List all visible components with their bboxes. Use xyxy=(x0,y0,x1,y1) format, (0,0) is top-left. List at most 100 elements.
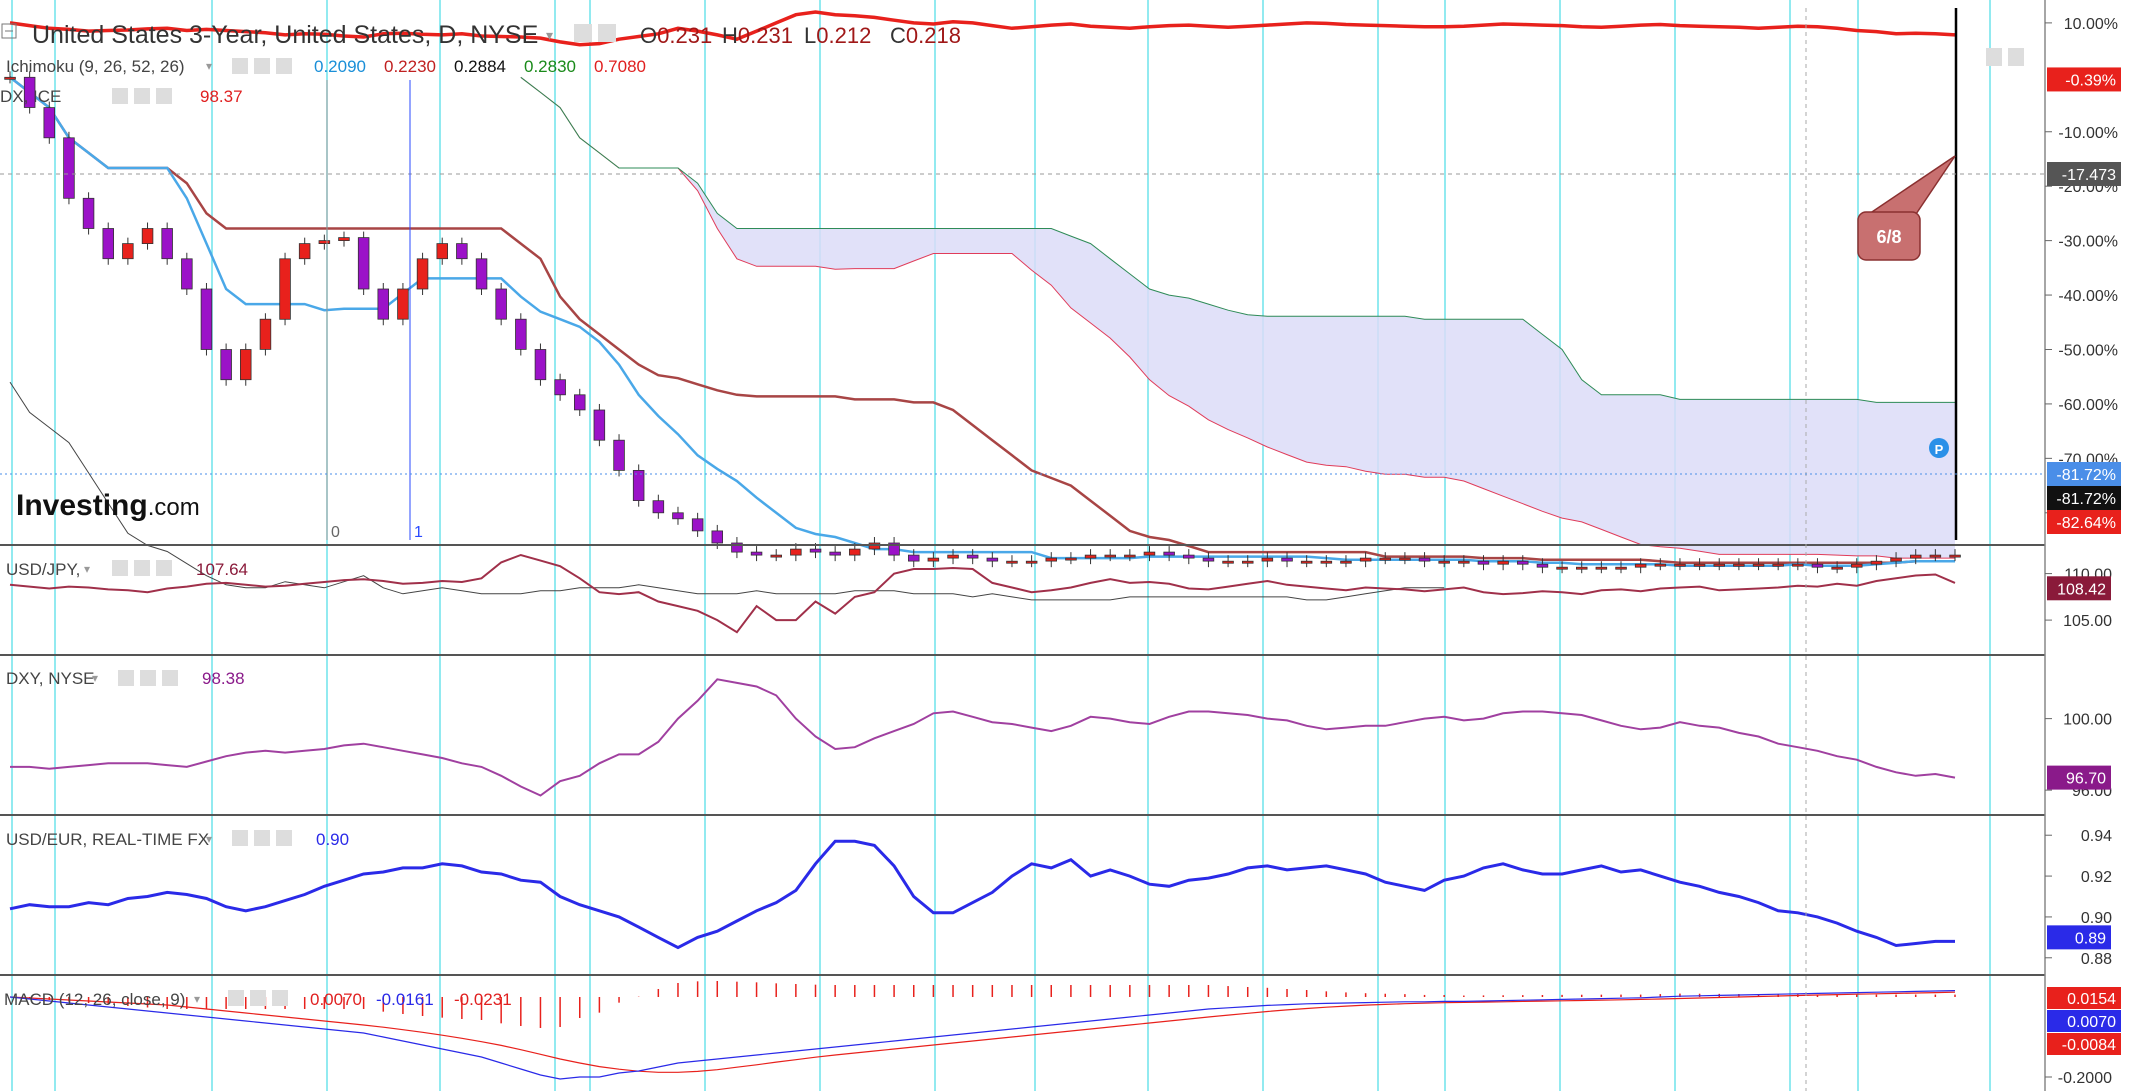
candle-48 xyxy=(947,554,959,559)
open-label: O xyxy=(640,23,657,48)
candle-57 xyxy=(1124,554,1136,558)
main-price-badges: -0.39% -17.473 -81.72% -81.72% -82.64% xyxy=(0,67,2121,534)
price-badge-red: -82.64% xyxy=(2056,515,2116,532)
candle-96 xyxy=(1890,557,1902,562)
p-marker[interactable] xyxy=(1929,438,1949,458)
macd-badge-bg-2 xyxy=(2047,1033,2121,1055)
jpy-settings-icon[interactable] xyxy=(134,560,150,576)
macd-badge-bg-1 xyxy=(2047,1010,2121,1032)
scroll-up-icon[interactable] xyxy=(1986,48,2002,66)
dx-badge-bg xyxy=(2047,67,2121,92)
candle-98 xyxy=(1929,554,1942,558)
jpy-pane-tick-label-1: 105.00 xyxy=(2063,613,2112,630)
candle-4 xyxy=(82,197,95,229)
candle-69 xyxy=(1359,557,1372,562)
dxy-value: 98.38 xyxy=(202,669,245,688)
jpy-visibility-icon[interactable] xyxy=(112,560,128,576)
candle-86 xyxy=(1693,563,1706,567)
eur-value: 0.90 xyxy=(316,830,349,849)
eur-settings-icon[interactable] xyxy=(254,830,270,846)
main-tick-label-6: -60.00% xyxy=(2058,397,2118,414)
ichimoku-visibility-icon[interactable] xyxy=(232,58,248,74)
eur-pane-tick-label-3: 0.88 xyxy=(2081,951,2112,968)
dx-label: DX, ICE xyxy=(0,87,61,106)
candle-19 xyxy=(377,288,389,320)
candle-55 xyxy=(1084,554,1097,559)
ichimoku-settings-icon[interactable] xyxy=(254,58,270,74)
eur-visibility-icon[interactable] xyxy=(232,830,248,846)
macd-dropdown-icon[interactable]: ▾ xyxy=(194,992,200,1006)
candle-20 xyxy=(397,288,409,320)
macd-value-3: -0.0231 xyxy=(454,990,512,1009)
dxy-pane xyxy=(10,678,1956,797)
dxy-dropdown-icon[interactable]: ▾ xyxy=(92,671,98,685)
candle-33 xyxy=(652,500,665,514)
jpy-close-icon[interactable] xyxy=(156,560,172,576)
candle-31 xyxy=(613,439,625,471)
dxy-close-icon[interactable] xyxy=(162,670,178,686)
macd-tick-label: -0.2000 xyxy=(2058,1070,2112,1087)
candle-64 xyxy=(1261,557,1274,562)
crosshair-badge: -17.473 xyxy=(2062,167,2116,184)
ichimoku-dropdown-icon[interactable]: ▾ xyxy=(206,59,212,73)
eur-pane-badge: 0.89 xyxy=(2075,930,2106,947)
close-value: 0.218 xyxy=(906,23,961,48)
sub-pane-axes[interactable]: 110.00105.00108.42100.0096.0096.700.940.… xyxy=(2045,567,2121,1087)
eur-close-icon[interactable] xyxy=(276,830,292,846)
candle-0 xyxy=(4,76,16,80)
candle-81 xyxy=(1595,566,1608,570)
candle-6 xyxy=(122,243,134,260)
candle-3 xyxy=(63,137,75,199)
dx-settings-icon[interactable] xyxy=(134,88,150,104)
date-callout[interactable] xyxy=(1857,211,1921,261)
price-badge-black: -81.72% xyxy=(2056,491,2116,508)
candle-70 xyxy=(1379,557,1392,561)
candle-25 xyxy=(495,288,507,320)
eur-pane-tick-label-0: 0.94 xyxy=(2081,828,2112,845)
macd-close-icon[interactable] xyxy=(272,990,288,1006)
dx-close-icon[interactable] xyxy=(156,88,172,104)
ichimoku-close-icon[interactable] xyxy=(276,58,292,74)
ichimoku-value-1: 0.2090 xyxy=(314,57,366,76)
svg-text:C0.218: C0.218 xyxy=(890,23,961,48)
candle-34 xyxy=(672,512,684,520)
chart-title: United States 3-Year, United States, D, … xyxy=(32,21,538,49)
candle-68 xyxy=(1340,560,1352,564)
candle-21 xyxy=(416,258,429,290)
candle-90 xyxy=(1772,563,1784,567)
dxy-settings-icon[interactable] xyxy=(140,670,156,686)
jpy-pane-badge-bg xyxy=(2047,576,2111,601)
macd-signal-line xyxy=(9,991,1956,1073)
candle-89 xyxy=(1752,563,1765,567)
dxy-visibility-icon[interactable] xyxy=(118,670,134,686)
candle-8 xyxy=(161,228,173,260)
crosshair-badge-bg xyxy=(2047,162,2121,186)
candle-59 xyxy=(1163,551,1175,556)
candle-36 xyxy=(711,530,724,544)
macd-value-1: 0.0070 xyxy=(310,990,362,1009)
ichimoku-value-3: 0.2884 xyxy=(454,57,506,76)
eur-label: USD/EUR, REAL-TIME FX xyxy=(6,830,209,849)
dx-visibility-icon[interactable] xyxy=(112,88,128,104)
candle-66 xyxy=(1300,560,1313,564)
candle-24 xyxy=(475,258,488,290)
candle-83 xyxy=(1634,563,1647,568)
macd-settings-icon[interactable] xyxy=(250,990,266,1006)
candle-12 xyxy=(239,349,252,381)
candle-40 xyxy=(790,548,802,556)
settings-icon[interactable] xyxy=(598,24,616,42)
macd-visibility-icon[interactable] xyxy=(228,990,244,1006)
macd-pane xyxy=(9,981,1956,1080)
candle-46 xyxy=(908,554,920,562)
eur-dropdown-icon[interactable]: ▾ xyxy=(206,832,212,846)
investing-logo: Investing.com xyxy=(16,489,200,522)
jpy-dropdown-icon[interactable]: ▾ xyxy=(84,562,90,576)
candle-42 xyxy=(829,551,841,556)
collapse-icon[interactable] xyxy=(1,23,17,39)
candle-73 xyxy=(1438,560,1450,564)
visibility-icon[interactable] xyxy=(574,24,592,42)
eur-pane-badge-bg xyxy=(2047,925,2111,950)
scroll-down-icon[interactable] xyxy=(2008,48,2024,66)
title-dropdown-icon[interactable]: ▾ xyxy=(546,27,553,43)
